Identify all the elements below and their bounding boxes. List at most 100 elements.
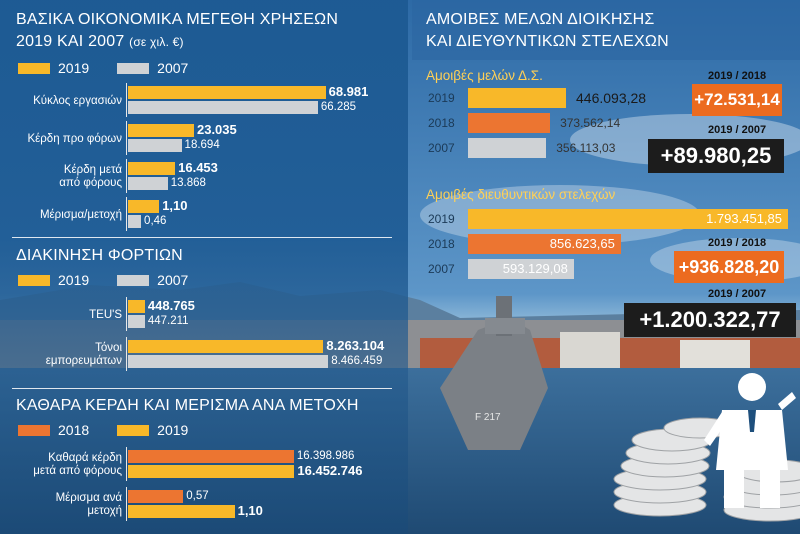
category-label: Κέρδη μετά από φόρους bbox=[4, 164, 122, 190]
left-panel: ΒΑΣΙΚΑ ΟΙΚΟΝΟΜΙΚΑ ΜΕΓΕΘΗ ΧΡΗΣΕΩΝ 2019 ΚΑ… bbox=[4, 10, 392, 521]
financials-title: ΒΑΣΙΚΑ ΟΙΚΟΝΟΜΙΚΑ ΜΕΓΕΘΗ ΧΡΗΣΕΩΝ bbox=[16, 10, 338, 30]
bar-2007 bbox=[128, 215, 142, 228]
category-label: Τόνοι εμπορευμάτων bbox=[4, 342, 122, 368]
svg-text:F 217: F 217 bbox=[475, 412, 501, 423]
change-period: 2019 / 2018 bbox=[708, 70, 767, 82]
data-label: 16.453 bbox=[178, 160, 218, 175]
right-panel: ΑΜΟΙΒΕΣ ΜΕΛΩΝ ΔΙΟΙΚΗΣΗΣ ΚΑΙ ΔΙΕΥΘΥΝΤΙΚΩΝ… bbox=[412, 0, 800, 534]
legend-swatch-grey bbox=[117, 274, 150, 286]
bar-2018 bbox=[128, 490, 184, 503]
data-label: 68.981 bbox=[328, 84, 369, 99]
category-label-line: Τόνοι bbox=[95, 342, 122, 354]
bar-2007 bbox=[128, 177, 168, 190]
bar-2007 bbox=[128, 101, 318, 114]
category-label-line: Μέρισμα/μετοχή bbox=[39, 208, 122, 221]
bar-2019 bbox=[468, 209, 788, 229]
legend-label-2019: 2019 bbox=[157, 422, 189, 438]
legend-swatch-grey bbox=[117, 62, 150, 74]
axis-line bbox=[126, 297, 127, 331]
legend-label-2007: 2007 bbox=[157, 272, 189, 288]
axis-line bbox=[126, 487, 127, 521]
data-label: 16.452.746 bbox=[297, 463, 363, 478]
data-label: 16.398.986 bbox=[296, 450, 355, 462]
bar-2019 bbox=[128, 300, 145, 313]
category-label-line: Καθαρά κέρδη bbox=[48, 452, 122, 464]
category-label-line: μετοχή bbox=[87, 505, 122, 517]
remuneration-title-line1: ΑΜΟΙΒΕΣ ΜΕΛΩΝ ΔΙΟΙΚΗΣΗΣ bbox=[426, 11, 655, 28]
bar-2019 bbox=[128, 86, 326, 99]
bar-2007 bbox=[128, 355, 329, 368]
data-label: 373.562,14 bbox=[560, 116, 621, 130]
financials-title-line1: ΒΑΣΙΚΑ ΟΙΚΟΝΟΜΙΚΑ ΜΕΓΕΘΗ ΧΡΗΣΕΩΝ bbox=[16, 11, 339, 28]
data-label: 356.113,03 bbox=[556, 141, 616, 155]
bar-2019 bbox=[128, 162, 176, 175]
bar-2018 bbox=[468, 113, 551, 133]
category-label-line: μετά από φόρους bbox=[33, 465, 122, 477]
category-label-line: εμπορευμάτων bbox=[45, 355, 122, 367]
bar-2018 bbox=[468, 234, 621, 254]
profit-dividend-title: ΚΑΘΑΡΑ ΚΕΡΔΗ ΚΑΙ ΜΕΡΙΣΜΑ ΑΝΑ ΜΕΤΟΧΗ bbox=[16, 397, 359, 414]
change-value: +1.200.322,77 bbox=[624, 303, 796, 337]
data-label: 593.129,08 bbox=[502, 261, 568, 276]
profit-dividend-legend: 2018 2019 bbox=[18, 422, 188, 438]
change-value: +72.531,14 bbox=[692, 84, 782, 116]
category-label-line: Κέρδη μετά bbox=[63, 164, 122, 176]
exec-fees-title: Αμοιβές διευθυντικών στελεχών bbox=[426, 187, 616, 202]
legend-label-2007: 2007 bbox=[157, 60, 189, 76]
data-label: 23.035 bbox=[196, 122, 237, 137]
data-label: 1,10 bbox=[237, 503, 263, 518]
axis-line bbox=[126, 197, 127, 231]
legend-label-2019: 2019 bbox=[58, 272, 90, 288]
financials-title-unit: (σε χιλ. €) bbox=[129, 35, 184, 49]
change-period: 2019 / 2007 bbox=[708, 288, 767, 300]
financials-subtitle: 2019 ΚΑΙ 2007 (σε χιλ. €) bbox=[16, 32, 184, 52]
bar-2007 bbox=[468, 138, 547, 158]
category-label: Κέρδη προ φόρων bbox=[4, 133, 122, 146]
category-label: TEU'S bbox=[4, 309, 122, 322]
bar-2019 bbox=[128, 505, 235, 518]
data-label: 8.466.459 bbox=[331, 355, 383, 367]
data-label: 856.623,65 bbox=[549, 236, 615, 251]
bar-2018 bbox=[128, 450, 294, 463]
bar-2019 bbox=[128, 340, 324, 353]
section-divider bbox=[12, 388, 392, 389]
change-period: 2019 / 2018 bbox=[708, 237, 767, 249]
axis-line bbox=[126, 337, 127, 371]
year-label: 2007 bbox=[428, 141, 455, 155]
data-label: 18.694 bbox=[184, 139, 220, 151]
category-label-line: Μέρισμα ανά bbox=[55, 492, 122, 504]
category-label: Καθαρά κέρδη μετά από φόρους bbox=[4, 452, 122, 478]
change-value: +89.980,25 bbox=[648, 139, 784, 173]
year-label: 2018 bbox=[428, 237, 455, 251]
year-label: 2019 bbox=[428, 91, 455, 105]
year-label: 2018 bbox=[428, 116, 455, 130]
year-label: 2007 bbox=[428, 262, 455, 276]
legend-swatch-yellow bbox=[18, 62, 50, 74]
bar-2019 bbox=[468, 88, 566, 108]
legend-label-2018: 2018 bbox=[58, 422, 90, 438]
legend-swatch-orange bbox=[18, 424, 50, 436]
category-label-line: από φόρους bbox=[59, 177, 122, 189]
bar-2019 bbox=[128, 200, 160, 213]
category-label: Μέρισμα ανά μετοχή bbox=[4, 492, 122, 518]
section-divider bbox=[12, 237, 392, 238]
year-label: 2019 bbox=[428, 212, 455, 226]
cargo-title: ΔΙΑΚΙΝΗΣΗ ΦΟΡΤΙΩΝ bbox=[16, 247, 183, 264]
change-value: +936.828,20 bbox=[674, 251, 784, 283]
axis-line bbox=[126, 159, 127, 193]
axis-line bbox=[126, 447, 127, 481]
remuneration-title-line2: ΚΑΙ ΔΙΕΥΘΥΝΤΙΚΩΝ ΣΤΕΛΕΧΩΝ bbox=[426, 33, 669, 50]
category-label: Κύκλος εργασιών bbox=[4, 95, 122, 108]
change-period: 2019 / 2007 bbox=[708, 124, 767, 136]
cargo-legend: 2019 2007 bbox=[18, 272, 188, 288]
data-label: 0,46 bbox=[144, 215, 167, 227]
board-fees-title: Αμοιβές μελών Δ.Σ. bbox=[426, 68, 543, 83]
bar-2007 bbox=[128, 315, 145, 328]
bar-2019 bbox=[128, 465, 295, 478]
data-label: 13.868 bbox=[170, 177, 206, 189]
legend-swatch-yellow bbox=[18, 274, 50, 286]
financials-title-line2: 2019 ΚΑΙ 2007 bbox=[16, 33, 125, 50]
legend-swatch-yellow bbox=[117, 424, 150, 436]
bar-2007 bbox=[468, 259, 574, 279]
data-label: 1,10 bbox=[162, 198, 188, 213]
